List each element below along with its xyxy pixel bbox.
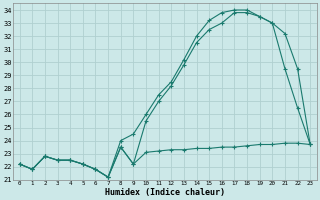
- X-axis label: Humidex (Indice chaleur): Humidex (Indice chaleur): [105, 188, 225, 197]
